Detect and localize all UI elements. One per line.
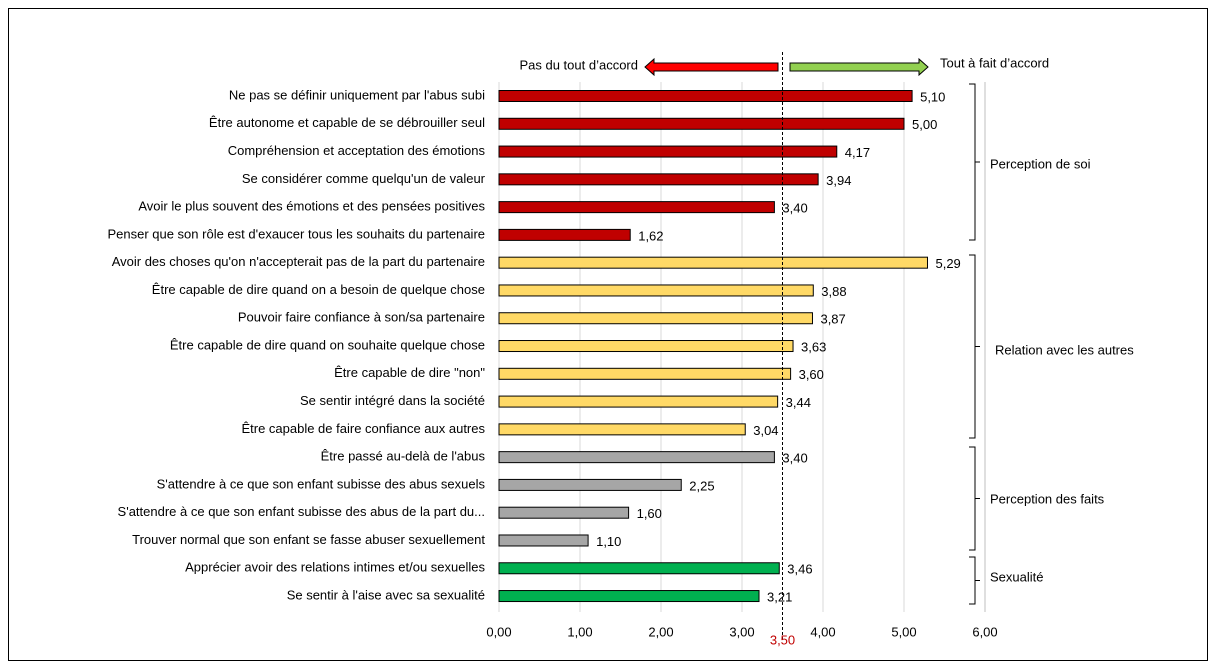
value-label: 4,17 (845, 145, 870, 160)
bar (498, 423, 746, 436)
right-annotation: Tout à fait d’accord (940, 55, 1049, 70)
group-label: Sexualité (990, 569, 1043, 584)
bar (498, 90, 913, 102)
category-label: Se sentir à l'aise avec sa sexualité (287, 587, 485, 602)
x-tick-label: 3,00 (729, 624, 754, 639)
value-label: 1,62 (638, 228, 663, 243)
value-label: 3,46 (787, 562, 812, 577)
bar (498, 590, 760, 603)
bar (498, 117, 905, 130)
x-tick-label: 5,00 (891, 624, 916, 639)
value-label: 3,87 (820, 312, 845, 327)
category-label: Être capable de faire confiance aux autr… (241, 421, 485, 436)
value-label: 1,60 (637, 506, 662, 521)
group-label: Relation avec les autres (995, 342, 1134, 357)
category-label: Être autonome et capable de se débrouill… (209, 115, 485, 130)
category-label: Avoir des choses qu'on n'accepterait pas… (112, 254, 485, 269)
category-label: Trouver normal que son enfant se fasse a… (132, 532, 485, 547)
x-tick-label: 4,00 (810, 624, 835, 639)
bar (498, 451, 775, 464)
bar (498, 562, 780, 575)
value-label: 5,00 (912, 117, 937, 132)
category-label: Être capable de dire quand on souhaite q… (170, 337, 485, 352)
group-bracket (969, 254, 980, 439)
left-annotation: Pas du tout d’accord (519, 57, 638, 72)
category-label: Être capable de dire "non" (334, 365, 485, 380)
category-label: Compréhension et acceptation des émotion… (228, 143, 486, 158)
x-tick-label: 2,00 (648, 624, 673, 639)
value-label: 3,40 (782, 451, 807, 466)
value-label: 3,63 (801, 339, 826, 354)
category-label: Penser que son rôle est d'exaucer tous l… (107, 226, 485, 241)
group-bracket (969, 83, 980, 241)
bar (498, 340, 794, 353)
bar (498, 256, 928, 269)
bar (498, 506, 630, 519)
value-label: 3,60 (799, 367, 824, 382)
value-label: 1,10 (596, 534, 621, 549)
value-label: 2,25 (689, 478, 714, 493)
bar (498, 284, 814, 297)
category-label: Apprécier avoir des relations intimes et… (185, 560, 485, 575)
value-label: 3,44 (786, 395, 811, 410)
frame (8, 8, 1208, 661)
value-label: 5,29 (935, 256, 960, 271)
bar (498, 312, 813, 325)
group-bracket (969, 446, 980, 551)
value-label: 3,94 (826, 173, 851, 188)
right-arrow (789, 57, 929, 77)
value-label: 3,88 (821, 284, 846, 299)
value-label: 5,10 (920, 89, 945, 104)
bar (498, 478, 682, 491)
x-tick-label: 0,00 (486, 624, 511, 639)
bar (498, 145, 838, 158)
value-label: 3,04 (753, 423, 778, 438)
bar (498, 367, 792, 380)
bar (498, 395, 779, 408)
bar (498, 173, 819, 186)
category-label: Être capable de dire quand on a besoin d… (152, 282, 485, 297)
category-label: Ne pas se définir uniquement par l'abus … (229, 87, 485, 102)
group-label: Perception de soi (990, 156, 1091, 171)
category-label: S'attendre à ce que son enfant subisse d… (118, 504, 485, 519)
bar (498, 228, 631, 241)
value-label: 3,40 (782, 201, 807, 216)
reference-label: 3,50 (770, 632, 795, 647)
bar (498, 201, 775, 214)
x-tick-label: 1,00 (567, 624, 592, 639)
category-label: Avoir le plus souvent des émotions et de… (138, 199, 485, 214)
group-label: Perception des faits (990, 491, 1105, 506)
left-arrow (644, 57, 779, 77)
value-label: 3,21 (767, 589, 792, 604)
bar (498, 534, 589, 547)
category-label: Être passé au-delà de l'abus (321, 449, 486, 464)
x-tick-label: 6,00 (972, 624, 997, 639)
category-label: Se sentir intégré dans la société (300, 393, 485, 408)
category-label: S'attendre à ce que son enfant subisse d… (157, 476, 486, 491)
category-label: Se considérer comme quelqu'un de valeur (242, 171, 486, 186)
group-bracket (969, 556, 980, 605)
category-label: Pouvoir faire confiance à son/sa partena… (238, 310, 485, 325)
